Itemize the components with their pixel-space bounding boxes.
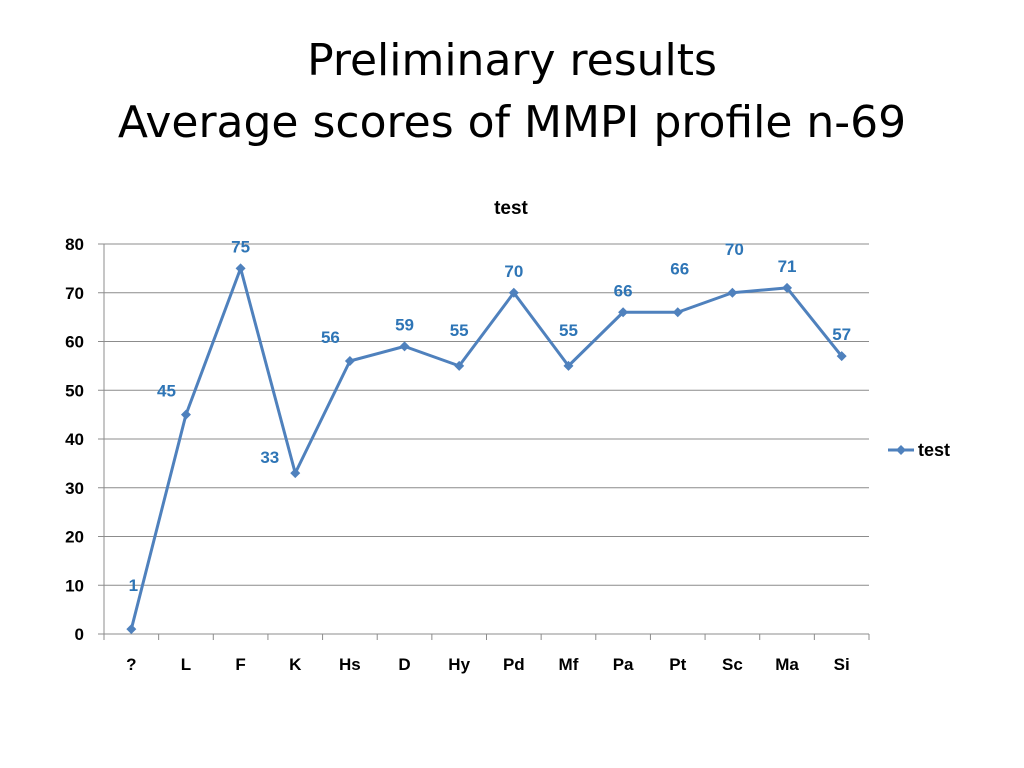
x-tick-label: Pa — [613, 655, 634, 674]
data-label: 55 — [450, 321, 469, 340]
data-point-marker — [235, 263, 246, 274]
data-point-marker — [563, 360, 574, 371]
data-label: 57 — [832, 325, 851, 344]
data-label: 70 — [504, 262, 523, 281]
x-tick-label: Si — [834, 655, 850, 674]
x-axis-tick-labels: ? L F K Hs D Hy Pd Mf Pa Pt Sc Ma Si — [126, 655, 850, 674]
x-tick-label: Ma — [775, 655, 799, 674]
x-tick-label: Sc — [722, 655, 743, 674]
data-label: 56 — [321, 328, 340, 347]
data-label: 70 — [725, 240, 744, 259]
data-label: 59 — [395, 315, 414, 334]
y-tick-label: 40 — [65, 430, 84, 449]
data-point-marker — [180, 409, 191, 420]
y-tick-label: 30 — [65, 479, 84, 498]
data-point-marker — [126, 624, 137, 635]
legend-label: test — [918, 440, 950, 460]
data-point-marker — [508, 287, 519, 298]
y-axis-tick-labels: 0 10 20 30 40 50 60 70 80 — [65, 235, 84, 644]
y-tick-label: 50 — [65, 381, 84, 400]
x-tick-label: F — [235, 655, 245, 674]
data-label: 75 — [231, 237, 250, 256]
data-label: 1 — [129, 576, 138, 595]
y-tick-label: 80 — [65, 235, 84, 254]
data-point-marker — [399, 341, 410, 352]
series-line — [129, 266, 843, 630]
data-labels: 1 45 75 33 56 59 55 70 55 66 66 70 71 57 — [129, 237, 852, 595]
data-point-marker — [836, 351, 847, 362]
data-point-marker — [782, 282, 793, 293]
legend-marker-swatch — [896, 445, 906, 455]
chart-title: test — [494, 198, 528, 219]
slide-title: Preliminary results Average scores of MM… — [0, 30, 1024, 154]
x-tick-label: D — [398, 655, 410, 674]
data-point-marker — [344, 356, 355, 366]
data-label: 66 — [614, 281, 633, 300]
y-tick-label: 20 — [65, 528, 84, 547]
data-point-marker — [290, 468, 301, 479]
y-tick-label: 10 — [65, 576, 84, 595]
y-tick-label: 0 — [75, 625, 84, 644]
x-tick-label: Pt — [669, 655, 686, 674]
data-point-marker — [672, 307, 683, 318]
y-tick-label: 70 — [65, 284, 84, 303]
data-label: 66 — [670, 259, 689, 278]
data-label: 33 — [260, 448, 279, 467]
series-group — [126, 263, 847, 635]
x-tick-label: Pd — [503, 655, 525, 674]
data-point-marker — [618, 307, 629, 318]
x-tick-label: Hs — [339, 655, 361, 674]
chart-gridlines — [104, 243, 869, 586]
y-tick-label: 60 — [65, 333, 84, 352]
data-point-marker — [727, 287, 738, 298]
data-label: 45 — [157, 382, 176, 401]
chart-legend: test — [888, 440, 950, 460]
slide-title-line-1: Preliminary results — [307, 35, 717, 86]
x-tick-label: L — [181, 655, 191, 674]
chart-axes — [98, 243, 870, 640]
x-tick-label: K — [289, 655, 302, 674]
data-label: 71 — [778, 257, 797, 276]
x-tick-label: Mf — [559, 655, 579, 674]
data-point-marker — [454, 360, 465, 371]
slide-title-line-2: Average scores of MMPI profile n-69 — [117, 97, 907, 148]
x-tick-label: Hy — [448, 655, 470, 674]
x-tick-label: ? — [126, 655, 136, 674]
data-label: 55 — [559, 321, 578, 340]
